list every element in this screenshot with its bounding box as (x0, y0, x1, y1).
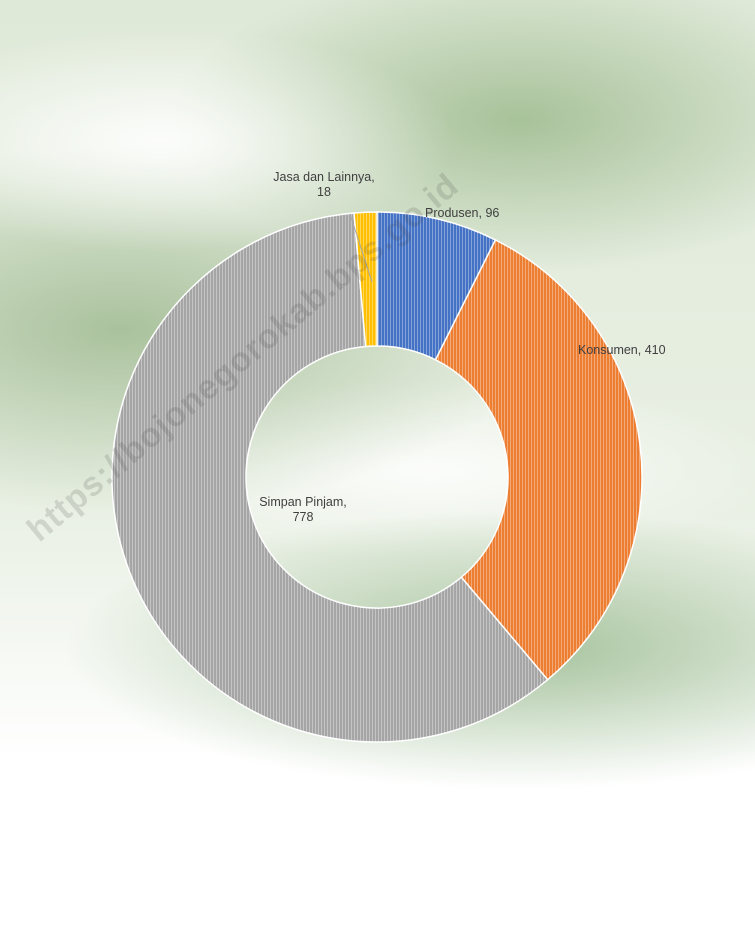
data-label: Jasa dan Lainnya, 18 (273, 170, 375, 199)
data-label: Konsumen, 410 (578, 343, 666, 357)
leader-line (349, 213, 373, 283)
data-label: Simpan Pinjam, 778 (259, 495, 347, 524)
donut-slice (434, 238, 643, 681)
donut-slice (111, 212, 549, 743)
data-label: Produsen, 96 (425, 206, 500, 220)
